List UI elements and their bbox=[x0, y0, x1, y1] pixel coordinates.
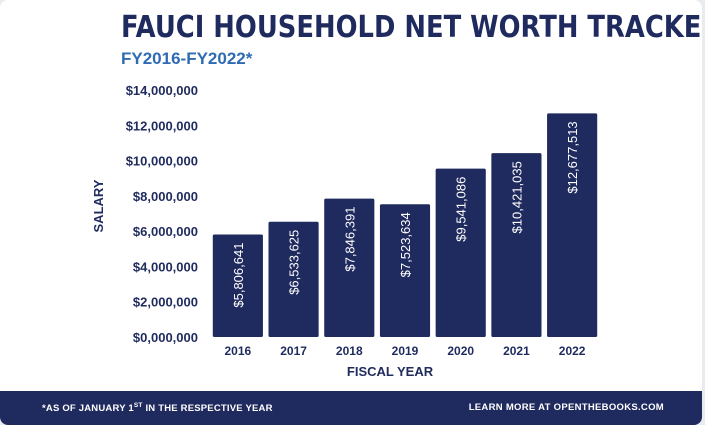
footnote-suffix: IN THE RESPECTIVE YEAR bbox=[142, 403, 273, 415]
y-tick-label: $2,000,000 bbox=[133, 295, 198, 310]
bar-value-label: $6,533,625 bbox=[287, 230, 302, 295]
x-tick-label: 2017 bbox=[280, 344, 307, 358]
bar-value-label: $10,421,035 bbox=[509, 161, 524, 233]
bar bbox=[212, 234, 263, 337]
footer-bar: *AS OF JANUARY 1ST IN THE RESPECTIVE YEA… bbox=[0, 391, 702, 425]
bar-value-label: $7,523,634 bbox=[398, 212, 413, 277]
x-axis: 2016 2017 2018 2019 2020 2021 2022 bbox=[225, 344, 586, 358]
bar bbox=[547, 113, 598, 337]
x-tick-label: 2020 bbox=[447, 344, 474, 358]
x-axis-label: FISCAL YEAR bbox=[347, 364, 434, 379]
bar bbox=[324, 198, 375, 337]
bar bbox=[268, 221, 319, 337]
x-tick-label: 2016 bbox=[225, 344, 252, 358]
bar-value-label: $12,677,513 bbox=[565, 121, 580, 193]
x-tick-label: 2022 bbox=[559, 344, 586, 358]
x-tick-label: 2018 bbox=[336, 344, 363, 358]
bars: $5,806,641 $6,533,625 $7,846,391 $7,523,634… bbox=[212, 113, 598, 337]
bar-value-label: $7,846,391 bbox=[342, 207, 357, 272]
bar bbox=[435, 168, 486, 337]
bar bbox=[491, 153, 542, 337]
y-axis: $0,000,000 $2,000,000 $4,000,000 $6,000,000… bbox=[126, 83, 198, 345]
x-tick-label: 2021 bbox=[503, 344, 530, 358]
bar-value-label: $9,541,086 bbox=[454, 177, 469, 242]
y-tick-label: $0,000,000 bbox=[133, 330, 198, 345]
y-axis-label: SALARY bbox=[91, 179, 106, 232]
y-tick-label: $14,000,000 bbox=[126, 83, 198, 98]
y-tick-label: $12,000,000 bbox=[126, 118, 198, 133]
bar-chart: $0,000,000 $2,000,000 $4,000,000 $6,000,000… bbox=[91, 83, 598, 379]
y-tick-label: $8,000,000 bbox=[133, 189, 198, 204]
y-tick-label: $10,000,000 bbox=[126, 154, 198, 169]
footnote-superscript: ST bbox=[133, 402, 143, 409]
chart-subtitle: FY2016-FY2022* bbox=[121, 49, 253, 68]
bar bbox=[379, 204, 431, 337]
y-tick-label: $6,000,000 bbox=[133, 224, 198, 239]
footnote: *AS OF JANUARY 1ST IN THE RESPECTIVE YEA… bbox=[42, 402, 273, 414]
bar-value-label: $5,806,641 bbox=[231, 243, 246, 308]
footnote-prefix: *AS OF JANUARY 1 bbox=[42, 403, 134, 415]
y-tick-label: $4,000,000 bbox=[133, 259, 198, 274]
learn-more-link[interactable]: LEARN MORE AT OPENTHEBOOKS.COM bbox=[468, 402, 664, 413]
x-tick-label: 2019 bbox=[392, 344, 419, 358]
